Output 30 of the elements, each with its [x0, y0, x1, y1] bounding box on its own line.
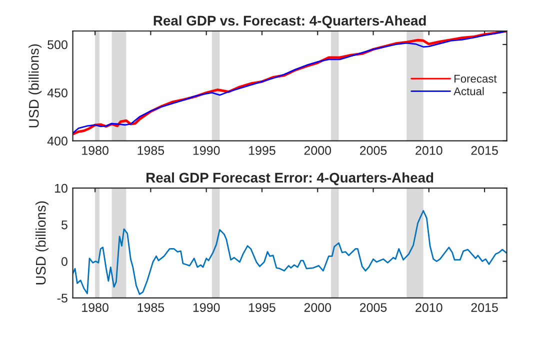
- line-series: [72, 210, 507, 295]
- x-tick-label: 1985: [138, 146, 164, 155]
- legend-label: Actual: [454, 87, 484, 96]
- y-tick-label: 500: [48, 40, 68, 50]
- legend-label: Forecast: [454, 74, 497, 83]
- x-tick-label: 2000: [304, 303, 332, 312]
- y-tick-label: 5: [61, 220, 68, 230]
- chart-title: Real GDP vs. Forecast: 4-Quarters-Ahead: [154, 15, 426, 28]
- y-tick-label: 10: [54, 184, 68, 193]
- y-tick-label: 0: [61, 257, 68, 266]
- x-tick-label: 1990: [193, 146, 220, 155]
- chart-title: Real GDP Forecast Error: 4-Quarters-Ahead: [146, 172, 434, 186]
- x-tick-label: 2015: [471, 146, 498, 155]
- y-tick-label: -5: [57, 294, 68, 303]
- y-axis-title: USD (billions): [36, 201, 48, 284]
- x-tick-label: 1995: [249, 303, 276, 312]
- x-tick-label: 2010: [416, 146, 442, 155]
- x-tick-label: 1995: [249, 146, 276, 155]
- x-tick-label: 2000: [304, 146, 332, 155]
- y-tick-label: 450: [47, 88, 68, 98]
- x-tick-label: 1980: [82, 303, 108, 312]
- y-axis-title: USD (billions): [28, 44, 42, 128]
- x-tick-label: 1985: [138, 303, 164, 312]
- y-tick-label: 400: [47, 136, 68, 146]
- x-tick-label: 1990: [193, 303, 220, 312]
- x-tick-label: 2015: [471, 303, 498, 312]
- x-tick-label: 2010: [416, 303, 442, 312]
- x-tick-label: 1980: [82, 146, 108, 155]
- x-tick-label: 2005: [360, 303, 387, 312]
- x-tick-label: 2005: [360, 146, 387, 155]
